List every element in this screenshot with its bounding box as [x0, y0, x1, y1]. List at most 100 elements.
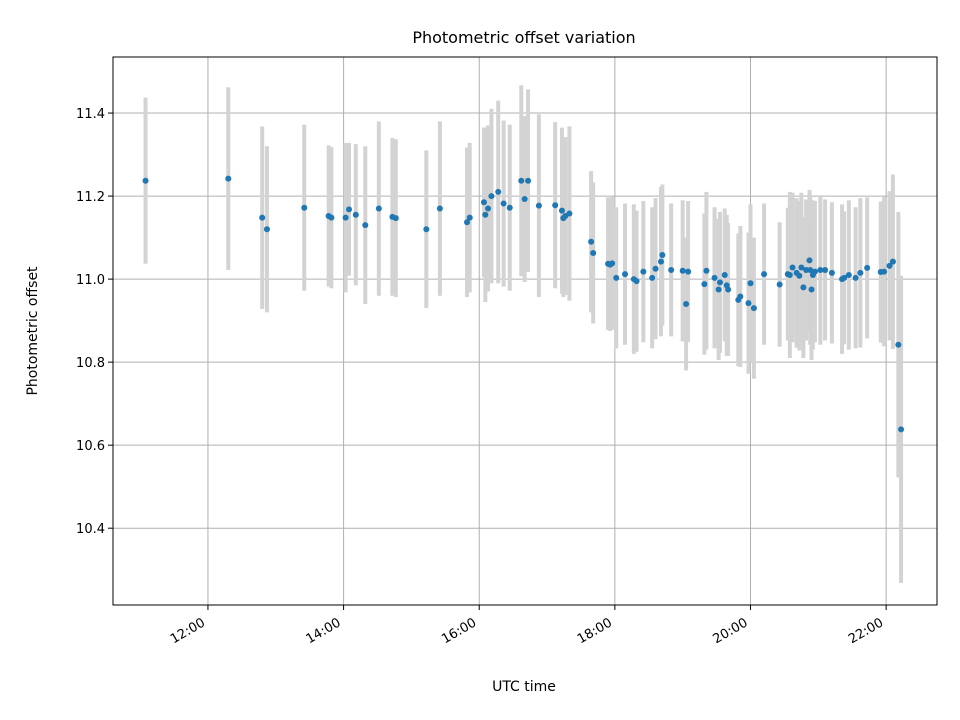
data-point [817, 266, 824, 273]
data-point [500, 200, 507, 207]
x-tick-label: 22:00 [846, 615, 886, 647]
data-point [142, 177, 149, 184]
data-point [685, 268, 692, 275]
data-point [737, 293, 744, 300]
data-point [590, 249, 597, 256]
data-point [518, 177, 525, 184]
data-point [613, 274, 620, 281]
x-tick-label: 20:00 [711, 615, 751, 647]
data-point [725, 286, 732, 293]
data-point [711, 274, 718, 281]
data-point [659, 252, 666, 259]
data-point [466, 214, 473, 221]
y-tick-label: 11.0 [76, 273, 105, 288]
data-point [701, 281, 708, 288]
data-point [649, 274, 656, 281]
data-point [852, 274, 859, 281]
data-point [807, 266, 814, 273]
data-point [721, 271, 728, 278]
data-point [889, 258, 896, 265]
data-point [588, 238, 595, 245]
x-axis-label: UTC time [492, 679, 556, 695]
data-point [464, 219, 471, 226]
data-point [845, 271, 852, 278]
data-point [375, 205, 382, 212]
data-points [142, 175, 905, 433]
data-point [622, 271, 629, 278]
data-point [609, 260, 616, 267]
data-point [798, 264, 805, 271]
data-point [552, 202, 559, 209]
data-point [488, 193, 495, 200]
data-point [436, 205, 443, 212]
x-tick-label: 12:00 [168, 615, 208, 647]
data-point [811, 268, 818, 275]
data-point [857, 269, 864, 276]
data-point [423, 226, 430, 233]
data-point [828, 269, 835, 276]
data-point [342, 214, 349, 221]
data-point [886, 262, 893, 269]
chart-title: Photometric offset variation [412, 28, 635, 47]
data-point [495, 188, 502, 195]
data-point [881, 268, 888, 275]
data-point [301, 204, 308, 211]
data-point [786, 271, 793, 278]
data-point [864, 264, 871, 271]
data-point [822, 266, 829, 273]
y-tick-label: 11.4 [76, 107, 105, 122]
data-point [506, 204, 513, 211]
data-point [747, 280, 754, 287]
data-point [346, 206, 353, 213]
data-point [716, 279, 723, 286]
plot-frame [112, 56, 938, 606]
data-point [263, 226, 270, 233]
x-tick-label: 18:00 [575, 615, 615, 647]
data-point [362, 222, 369, 229]
data-point [715, 286, 722, 293]
data-point [392, 215, 399, 222]
data-point [482, 211, 489, 218]
data-point [521, 195, 528, 202]
x-tick-label: 16:00 [439, 615, 479, 647]
data-point [525, 177, 532, 184]
data-point [745, 300, 752, 307]
data-point [352, 211, 359, 218]
y-tick-label: 11.2 [76, 190, 105, 205]
data-point [225, 175, 232, 182]
error-bars [143, 85, 904, 583]
data-point [796, 272, 803, 279]
data-point [657, 258, 664, 265]
y-tick-label: 10.8 [76, 356, 105, 371]
data-point [808, 286, 815, 293]
data-point [703, 267, 710, 274]
data-point [640, 268, 647, 275]
data-point [806, 257, 813, 264]
data-point [750, 305, 757, 312]
y-axis: 10.4 10.6 10.8 11.0 11.2 11.4 [76, 107, 113, 537]
y-tick-label: 10.6 [76, 439, 105, 454]
x-tick-label: 14:00 [304, 615, 344, 647]
data-point [841, 274, 848, 281]
data-point [668, 266, 675, 273]
data-point [652, 265, 659, 272]
data-point [558, 207, 565, 214]
data-point [535, 202, 542, 209]
data-point [633, 278, 640, 285]
data-point [480, 199, 487, 206]
y-axis-label: Photometric offset [25, 266, 41, 396]
data-point [776, 281, 783, 288]
data-point [683, 301, 690, 308]
data-point [761, 271, 768, 278]
data-point [259, 214, 266, 221]
data-point [328, 214, 335, 221]
y-tick-label: 10.4 [76, 522, 105, 537]
data-point [800, 284, 807, 291]
data-point [898, 426, 905, 433]
data-point [895, 341, 902, 348]
data-point [566, 210, 573, 217]
x-axis: 12:00 14:00 16:00 18:00 20:00 22:00 [168, 605, 887, 647]
data-point [679, 267, 686, 274]
data-point [485, 205, 492, 212]
